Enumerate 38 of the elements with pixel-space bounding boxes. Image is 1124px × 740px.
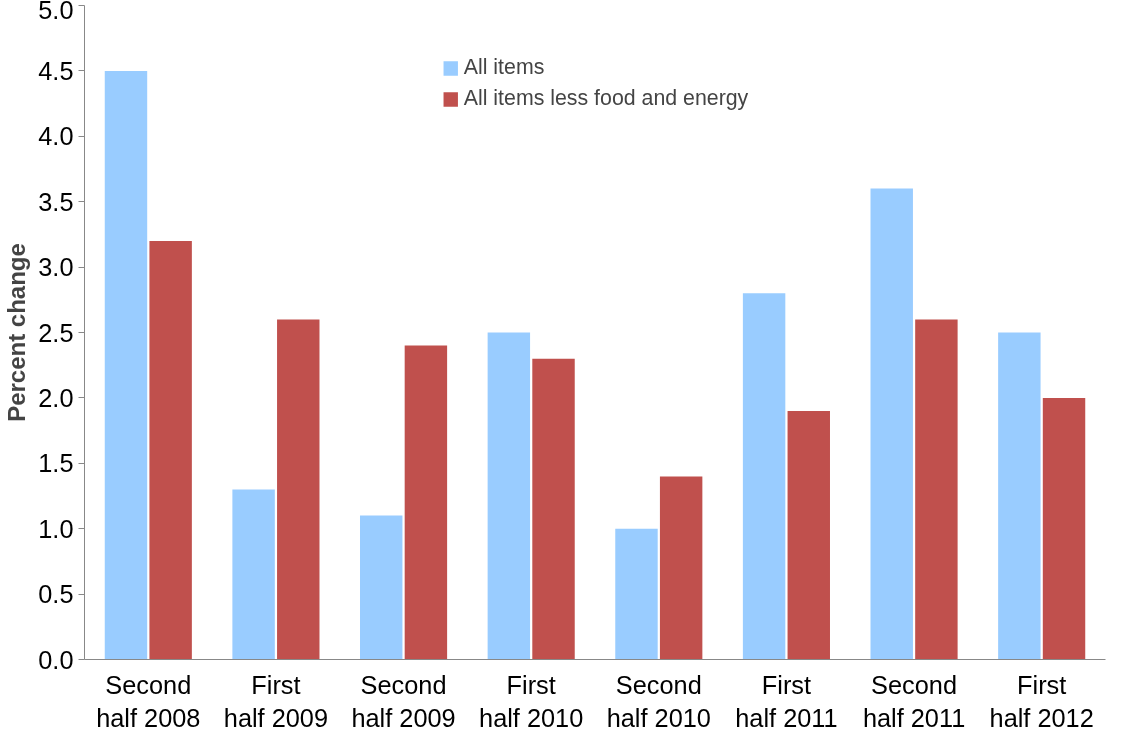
- bar: [232, 489, 275, 660]
- bar: [998, 332, 1041, 660]
- bar: [104, 70, 148, 660]
- bar: [487, 332, 531, 660]
- y-tick-label: 1.5: [38, 449, 74, 478]
- y-tick-label: 0.5: [38, 580, 74, 609]
- bar: [787, 410, 830, 660]
- bar: [532, 358, 575, 660]
- bar: [404, 345, 448, 660]
- bar: [149, 240, 192, 660]
- y-tick-label: 4.5: [38, 56, 74, 85]
- y-axis-title: Percent change: [3, 243, 31, 422]
- x-tick-label: Second half 2008: [96, 670, 201, 733]
- y-tick-label: 5.0: [38, 0, 74, 24]
- y-tick-label: 4.0: [38, 122, 74, 151]
- y-tick-label: 2.5: [38, 318, 74, 347]
- x-tick-label: Second half 2010: [606, 670, 711, 733]
- x-tick-label: First half 2011: [735, 670, 838, 733]
- bar: [277, 319, 320, 660]
- y-tick-label: 0.0: [38, 645, 74, 674]
- bar: [742, 293, 786, 660]
- legend-label: All items: [463, 55, 545, 80]
- x-tick-label: First half 2012: [989, 670, 1094, 733]
- x-tick-label: First half 2010: [479, 670, 584, 733]
- x-tick-label: Second half 2009: [351, 670, 456, 733]
- y-tick-label: 3.5: [38, 187, 74, 216]
- bar: [360, 515, 403, 660]
- y-tick-label: 1.0: [38, 514, 74, 543]
- bar: [915, 319, 958, 660]
- x-tick-label: Second half 2011: [862, 670, 966, 733]
- bar: [615, 528, 658, 660]
- x-tick-label: First half 2009: [223, 670, 329, 733]
- bar: [659, 476, 703, 660]
- y-tick-label: 3.0: [38, 253, 74, 282]
- y-tick-label: 2.0: [38, 383, 74, 412]
- legend-label: All items less food and energy: [463, 86, 749, 111]
- bar: [870, 188, 913, 660]
- bar: [1042, 397, 1086, 660]
